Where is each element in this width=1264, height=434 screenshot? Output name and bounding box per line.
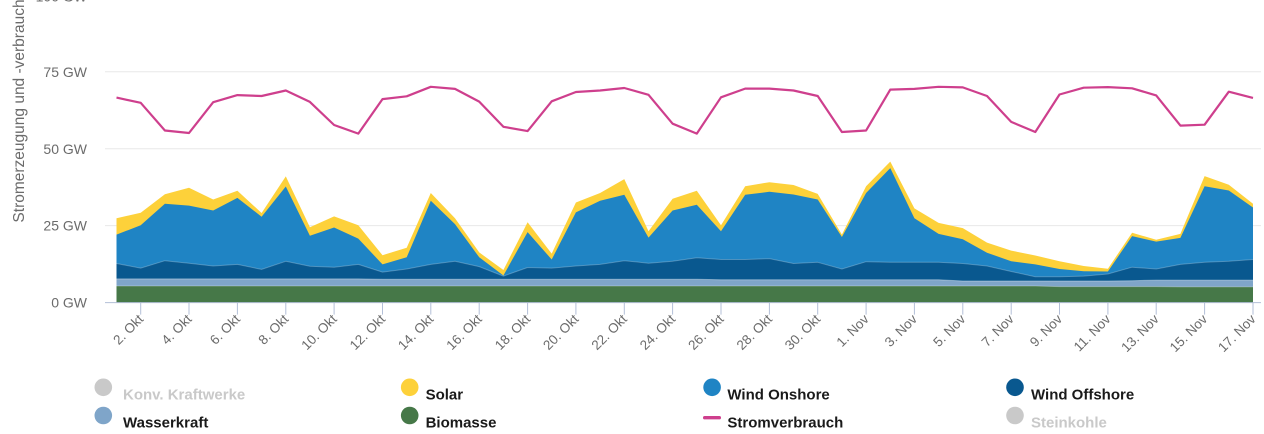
svg-text:10. Okt: 10. Okt (298, 311, 340, 353)
svg-text:24. Okt: 24. Okt (637, 311, 679, 353)
svg-text:3. Nov: 3. Nov (882, 311, 920, 349)
svg-text:Wind Offshore: Wind Offshore (1031, 386, 1134, 403)
svg-text:14. Okt: 14. Okt (395, 311, 437, 353)
svg-text:22. Okt: 22. Okt (589, 311, 631, 353)
svg-text:Wasserkraft: Wasserkraft (123, 415, 208, 432)
svg-text:11. Nov: 11. Nov (1071, 311, 1114, 354)
svg-text:1. Nov: 1. Nov (834, 311, 872, 349)
svg-text:2. Okt: 2. Okt (110, 311, 146, 347)
svg-text:5. Nov: 5. Nov (930, 311, 968, 349)
svg-text:0 GW: 0 GW (51, 295, 88, 311)
svg-text:12. Okt: 12. Okt (347, 311, 389, 353)
svg-text:26. Okt: 26. Okt (685, 311, 727, 353)
svg-text:17. Nov: 17. Nov (1215, 311, 1259, 355)
svg-text:Wind Onshore: Wind Onshore (727, 386, 829, 403)
svg-text:50 GW: 50 GW (43, 141, 87, 157)
svg-text:28. Okt: 28. Okt (734, 311, 776, 353)
svg-text:20. Okt: 20. Okt (540, 311, 582, 353)
svg-text:Steinkohle: Steinkohle (1031, 415, 1107, 432)
svg-text:Konv. Kraftwerke: Konv. Kraftwerke (123, 386, 245, 403)
svg-text:Solar: Solar (426, 386, 464, 403)
svg-text:8. Okt: 8. Okt (255, 311, 291, 347)
svg-text:30. Okt: 30. Okt (782, 311, 824, 353)
svg-text:13. Nov: 13. Nov (1118, 311, 1162, 355)
svg-text:100 GW: 100 GW (36, 0, 88, 4)
svg-text:15. Nov: 15. Nov (1167, 311, 1211, 355)
svg-text:9. Nov: 9. Nov (1027, 311, 1065, 349)
svg-text:7. Nov: 7. Nov (979, 311, 1017, 349)
svg-text:4. Okt: 4. Okt (159, 311, 195, 347)
svg-text:Stromerzeugung und -verbrauch: Stromerzeugung und -verbrauch (11, 0, 28, 223)
svg-text:75 GW: 75 GW (43, 64, 87, 80)
svg-text:16. Okt: 16. Okt (443, 311, 485, 353)
svg-text:25 GW: 25 GW (43, 218, 87, 234)
svg-text:18. Okt: 18. Okt (492, 311, 534, 353)
svg-text:Stromverbrauch: Stromverbrauch (727, 415, 843, 432)
svg-text:6. Okt: 6. Okt (207, 311, 243, 347)
svg-text:Biomasse: Biomasse (426, 415, 497, 432)
